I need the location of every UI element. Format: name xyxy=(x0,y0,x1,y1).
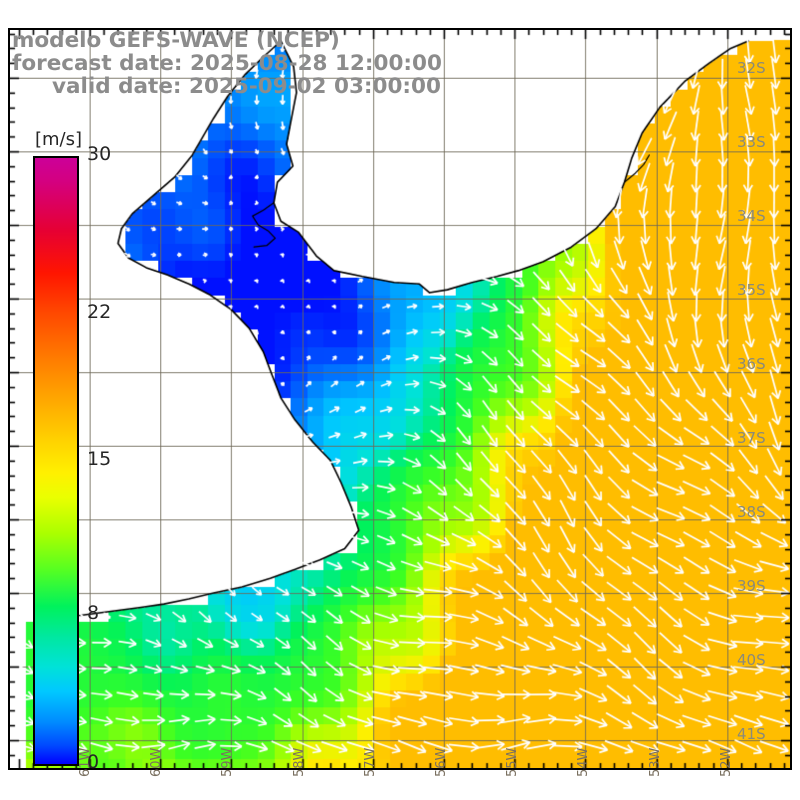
lat-label-38s: 38S xyxy=(737,503,766,521)
wind-speed-map-canvas[interactable] xyxy=(10,30,790,768)
lat-label-32s: 32S xyxy=(737,59,766,77)
lat-label-39s: 39S xyxy=(737,577,766,595)
lat-label-36s: 36S xyxy=(737,355,766,373)
colorbar-tick-22: 22 xyxy=(87,301,112,323)
map-plot-frame[interactable] xyxy=(8,28,792,770)
lat-label-35s: 35S xyxy=(737,281,766,299)
lon-label-54w: 54W xyxy=(576,747,592,777)
colorbar-tick-15: 15 xyxy=(87,448,112,470)
colorbar-tick-8: 8 xyxy=(87,602,100,624)
lon-label-59w: 59W xyxy=(220,747,236,777)
lon-label-57w: 57W xyxy=(362,747,378,777)
colorbar-legend: [m/s] 30 22 15 8 0 xyxy=(33,129,111,772)
colorbar-units-label: [m/s] xyxy=(35,129,83,150)
lat-label-34s: 34S xyxy=(737,207,766,225)
lon-label-60w: 60W xyxy=(149,747,165,777)
lat-label-37s: 37S xyxy=(737,429,766,447)
lon-label-58w: 58W xyxy=(291,747,307,777)
lon-label-55w: 55W xyxy=(505,747,521,777)
colorbar-gradient xyxy=(33,156,79,766)
lat-label-40s: 40S xyxy=(737,651,766,669)
lat-label-33s: 33S xyxy=(737,133,766,151)
colorbar-tick-0: 0 xyxy=(87,751,100,773)
colorbar-tick-30: 30 xyxy=(87,143,112,165)
lon-label-53w: 53W xyxy=(647,747,663,777)
lon-label-52w: 52W xyxy=(718,747,734,777)
lon-label-56w: 56W xyxy=(434,747,449,777)
lat-label-41s: 41S xyxy=(737,725,766,743)
